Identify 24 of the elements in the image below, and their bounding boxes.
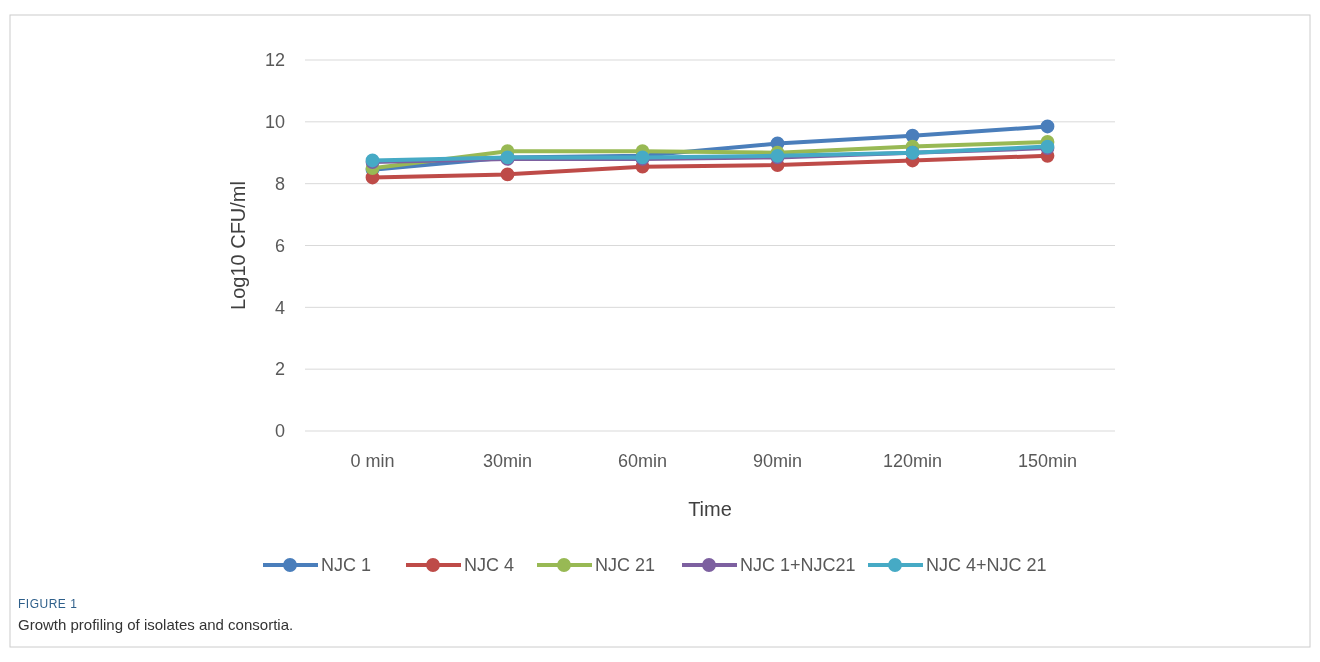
- y-tick-label: 8: [274, 173, 285, 194]
- x-tick-label: 30min: [482, 451, 533, 471]
- x-tick-label: 90min: [752, 451, 803, 471]
- y-axis-title: Log10 CFU/ml: [227, 181, 249, 310]
- y-tick-label: 6: [274, 235, 285, 256]
- x-tick-label: 120min: [882, 451, 943, 471]
- x-tick-label: 150min: [1017, 451, 1078, 471]
- y-tick-label: 2: [274, 359, 285, 380]
- caption: FIGURE 1: [18, 597, 78, 611]
- legend-label: NJC 4: [464, 555, 515, 576]
- legend-label: NJC 1+NJC21: [740, 555, 856, 576]
- legend-label: NJC 4+NJC 21: [926, 555, 1047, 576]
- y-tick-label: 4: [274, 297, 285, 318]
- legend-label: NJC 1: [321, 555, 372, 576]
- y-tick-label: 10: [264, 112, 285, 133]
- y-tick-label: 12: [264, 50, 285, 71]
- point: [500, 167, 515, 182]
- point: [1040, 119, 1055, 134]
- text: Growth profiling of isolates and consortia.: [18, 616, 294, 633]
- x-tick-label: 0 min: [350, 451, 395, 471]
- y-tick-label: 0: [274, 421, 285, 442]
- x-tick-label: 60min: [617, 451, 668, 471]
- x-axis-title: Time: [688, 498, 732, 520]
- legend-label: NJC 21: [595, 555, 656, 576]
